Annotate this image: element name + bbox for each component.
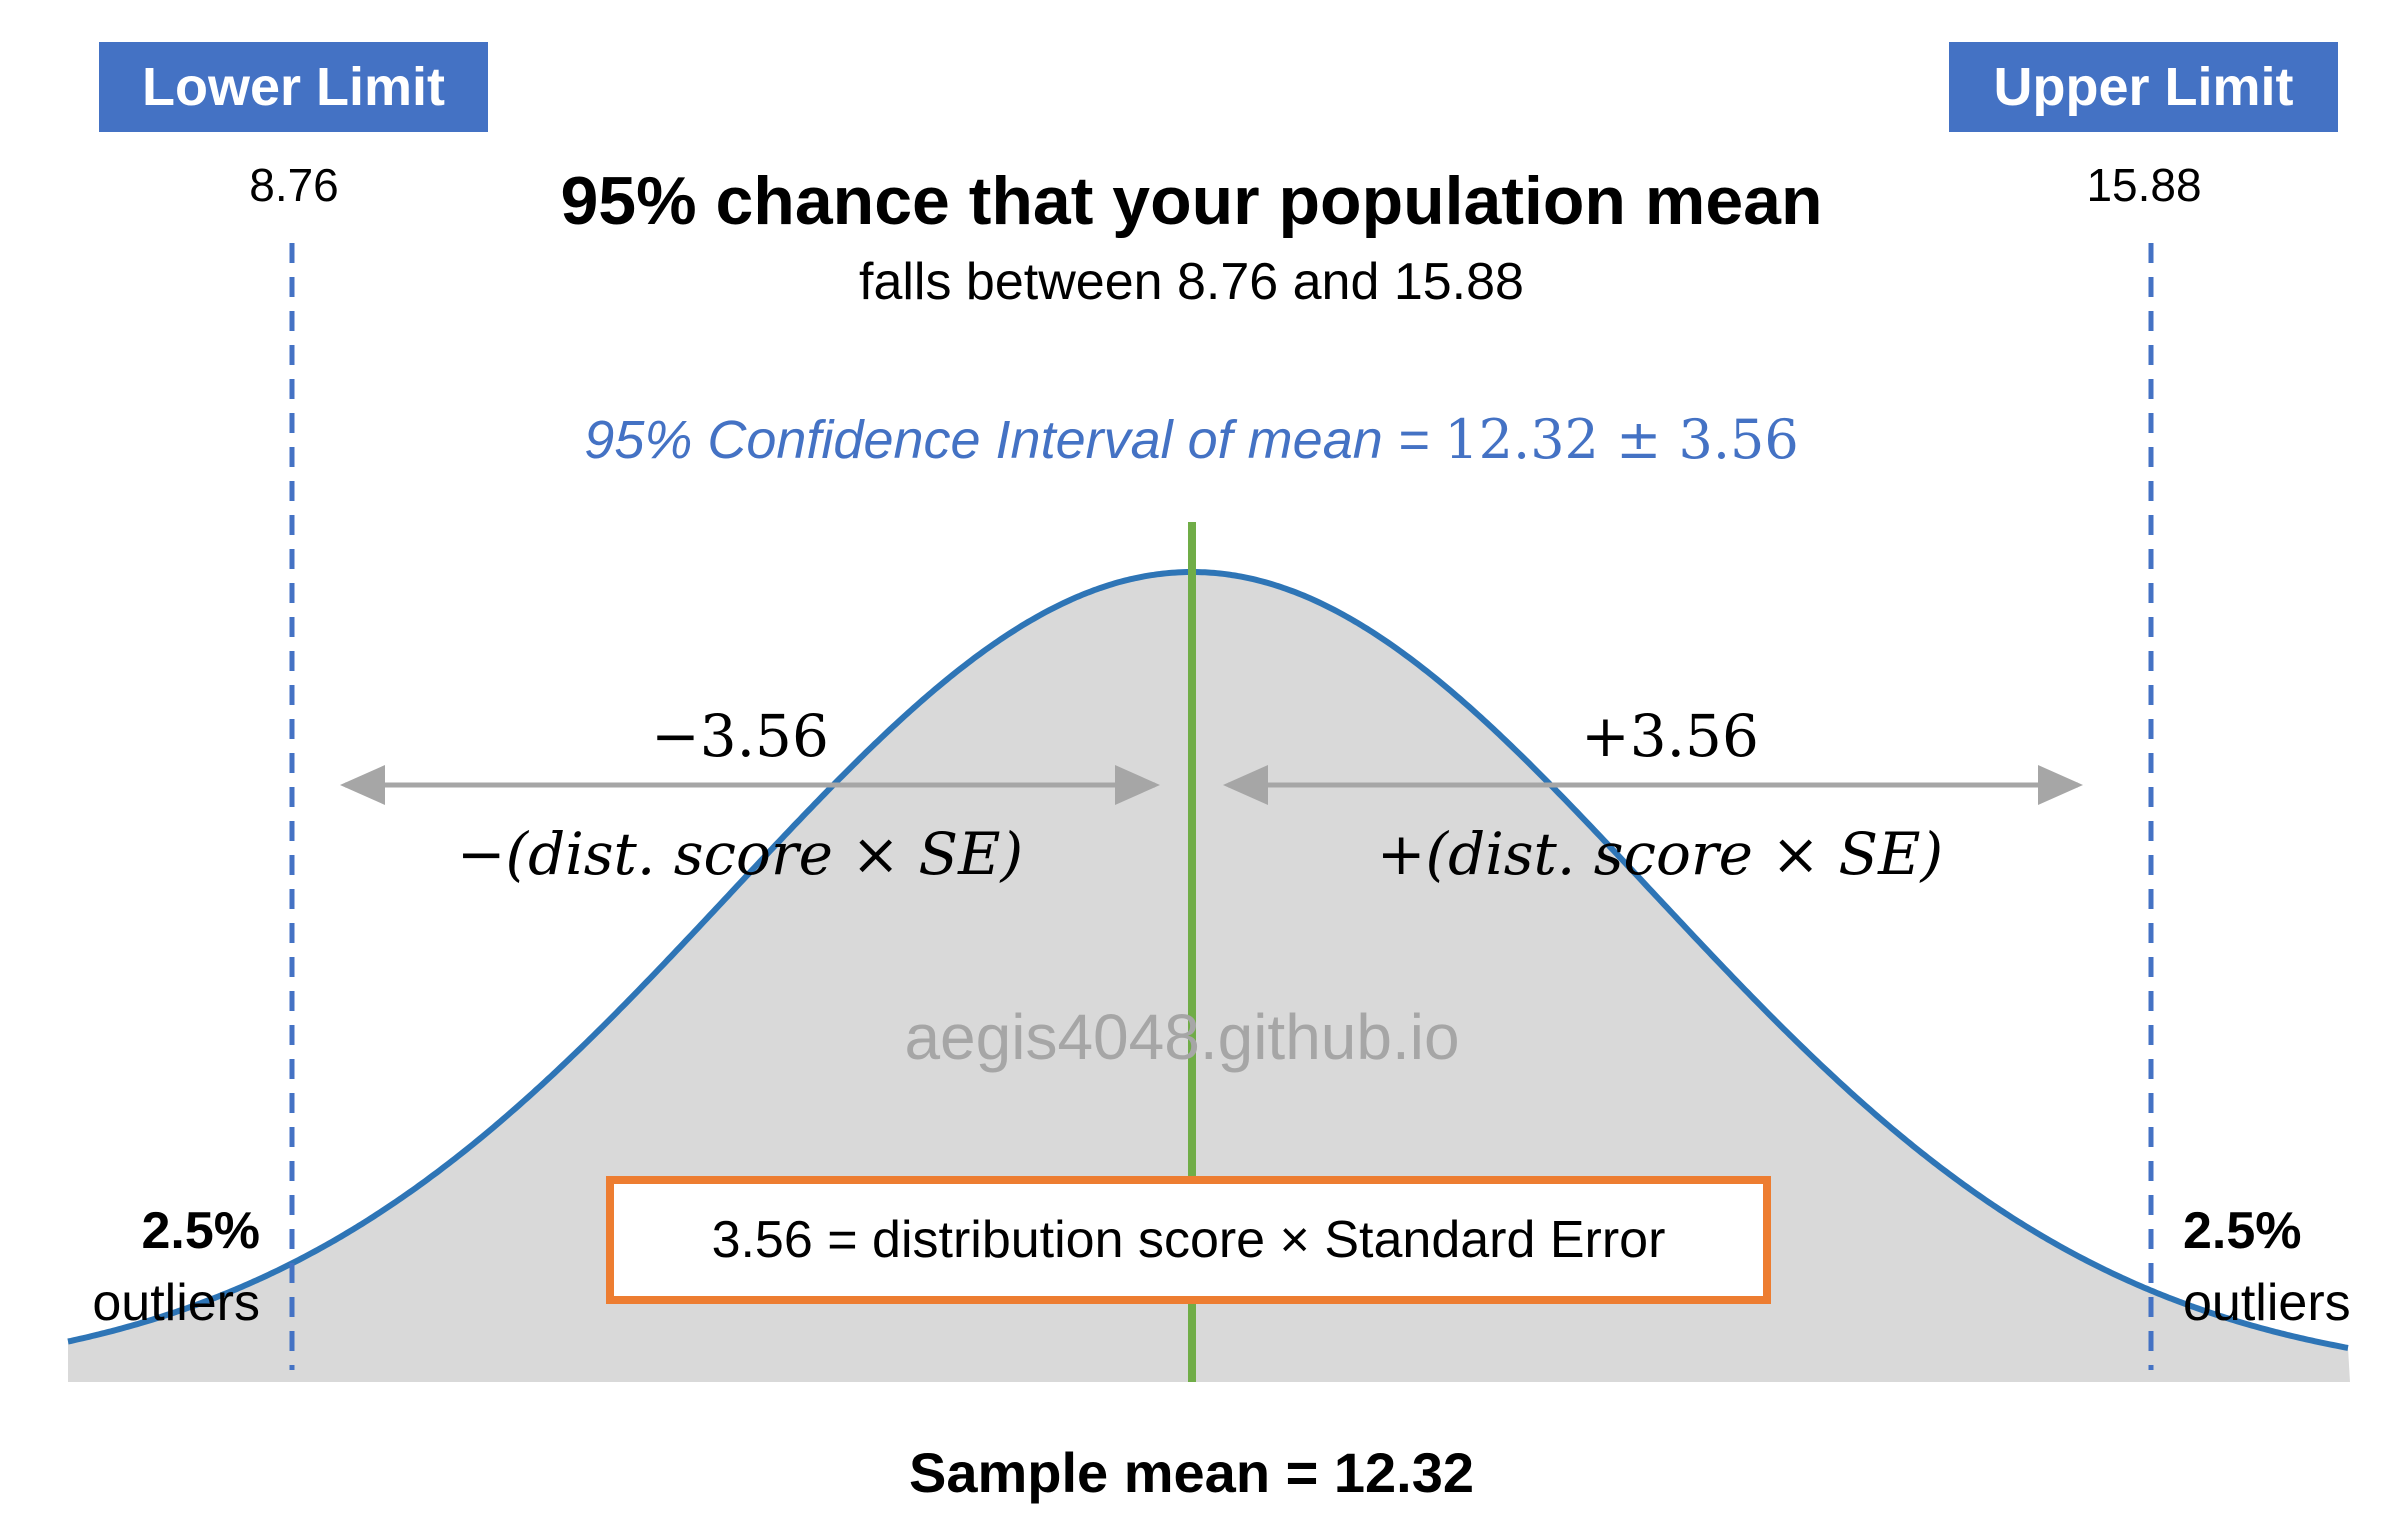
ci-value: 12.32 ± 3.56 [1444, 408, 1799, 471]
formula-text: 3.56 = distribution score × Standard Err… [711, 1211, 1666, 1269]
lower-limit-box: Lower Limit [99, 42, 488, 132]
right-tail-word: outliers [2183, 1274, 2351, 1332]
right-tail-label: 2.5% outliers [2183, 1195, 2383, 1339]
sample-mean-label: Sample mean = 12.32 [908, 1441, 1474, 1504]
page-title: 95% chance that your population mean [560, 163, 1823, 239]
left-tail-word: outliers [92, 1274, 260, 1332]
ci-label: 95% Confidence Interval of mean = [584, 410, 1445, 470]
formula-box: 3.56 = distribution score × Standard Err… [606, 1176, 1771, 1304]
confidence-interval-formula: 95% Confidence Interval of mean = 12.32 … [0, 408, 2383, 471]
subtitle: falls between 8.76 and 15.88 [859, 253, 1524, 311]
upper-limit-value: 15.88 [2086, 159, 2202, 211]
upper-limit-box: Upper Limit [1949, 42, 2338, 132]
lower-limit-value: 8.76 [249, 159, 339, 211]
left-tail-percent: 2.5% [141, 1202, 260, 1260]
left-margin-expression: −(dist. score × SE) [456, 820, 1024, 888]
normal-curve [67, 569, 2349, 1351]
right-margin-expression: +(dist. score × SE) [1376, 820, 1944, 888]
right-tail-percent: 2.5% [2183, 1202, 2302, 1260]
lower-limit-label: Lower Limit [141, 57, 445, 117]
left-tail-label: 2.5% outliers [70, 1195, 260, 1339]
right-margin-value: +3.56 [1581, 702, 1759, 770]
upper-limit-label: Upper Limit [1993, 57, 2294, 117]
watermark: aegis4048.github.io [904, 1001, 1460, 1073]
left-margin-value: −3.56 [651, 702, 829, 770]
